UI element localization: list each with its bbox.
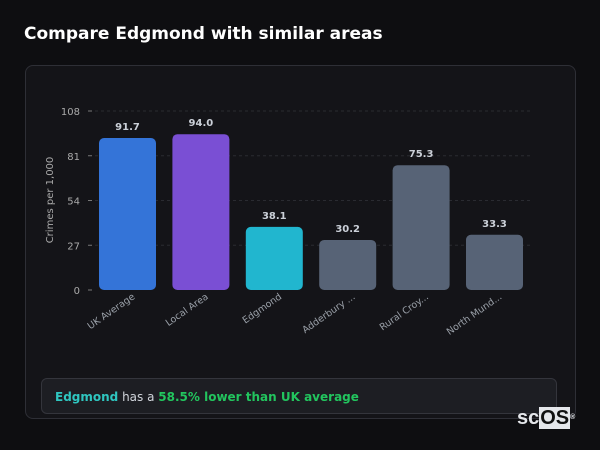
bar	[319, 239, 377, 290]
y-tick-label: 81	[67, 152, 80, 163]
bar	[245, 226, 303, 290]
summary-box: Edgmond has a 58.5% lower than UK averag…	[41, 378, 557, 414]
y-tick-label: 27	[67, 241, 80, 252]
summary-area: Edgmond	[55, 390, 119, 404]
data-label: 94.0	[189, 118, 214, 129]
y-tick-label: 108	[61, 107, 80, 118]
x-tick-label: Local Area	[164, 291, 211, 328]
bar	[99, 138, 156, 290]
summary-middle: has a	[118, 390, 159, 404]
data-label: 30.2	[335, 224, 360, 235]
bar	[466, 234, 523, 290]
x-tick-label: Edgmond	[241, 291, 284, 326]
page-title: Compare Edgmond with similar areas	[24, 24, 383, 44]
x-tick-label: UK Average	[86, 291, 138, 332]
scos-logo: scOS®	[517, 407, 576, 429]
y-tick-label: 54	[67, 197, 80, 208]
x-tick-label: Adderbury ...	[300, 291, 357, 335]
y-axis-label: Crimes per 1,000	[45, 157, 56, 244]
data-label: 75.3	[409, 149, 434, 160]
x-tick-label: Rural Croy...	[378, 291, 431, 333]
bar	[392, 165, 450, 290]
y-tick-label: 0	[74, 286, 80, 297]
x-tick-label: North Mund...	[445, 291, 504, 337]
data-label: 38.1	[262, 211, 287, 222]
data-label: 91.7	[115, 122, 140, 133]
summary-diff: 58.5% lower than UK average	[158, 390, 359, 404]
data-label: 33.3	[482, 219, 507, 230]
bar	[172, 134, 230, 290]
